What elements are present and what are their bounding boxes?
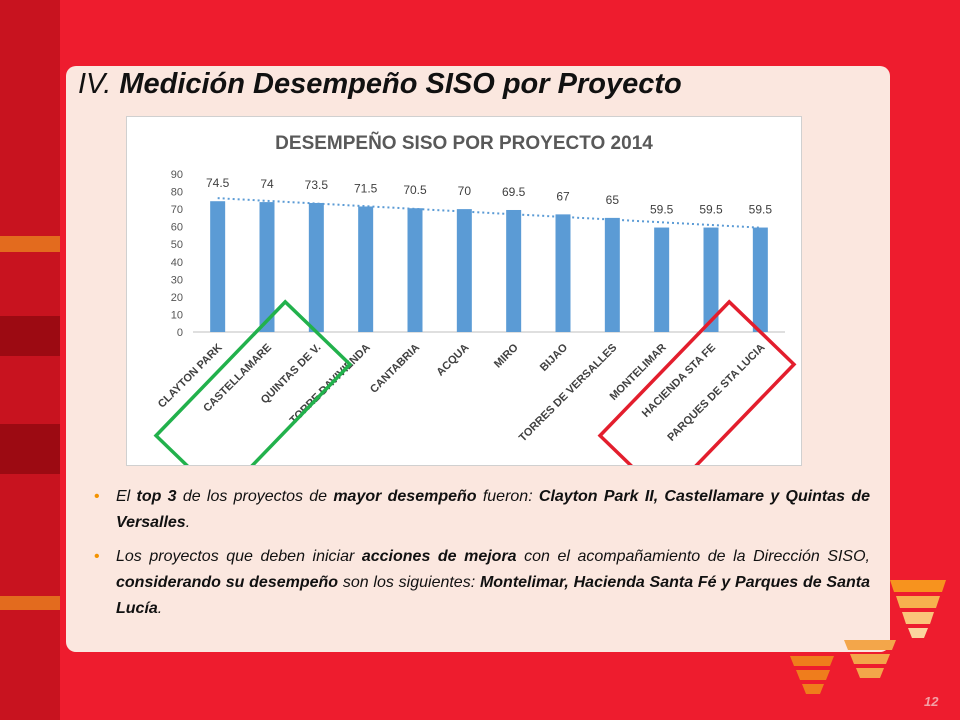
bullet-icon: • xyxy=(94,488,100,505)
bar xyxy=(752,227,768,332)
data-label: 74 xyxy=(260,177,274,191)
bullet-icon: • xyxy=(94,548,100,565)
x-tick-label: CANTABRIA xyxy=(368,342,422,396)
y-tick-label: 90 xyxy=(171,169,183,181)
data-label: 70 xyxy=(458,184,472,198)
bar xyxy=(604,217,620,332)
bar xyxy=(259,202,275,332)
y-tick-label: 60 xyxy=(171,222,183,234)
data-label: 65 xyxy=(606,193,620,207)
bar-chart: DESEMPEÑO SISO POR PROYECTO 2014 0 10 20 30 4… xyxy=(153,132,797,465)
bullet-text-run: Montelimar, Hacienda Santa Fé y Parques … xyxy=(116,574,870,617)
bullet-item-2: • Los proyectos que deben iniciar accione… xyxy=(94,544,870,622)
bar xyxy=(308,202,324,332)
x-tick-label: PARQUES DE STA LUCIA xyxy=(665,342,767,444)
chart-container: DESEMPEÑO SISO POR PROYECTO 2014 0 10 20 30 4… xyxy=(126,116,802,466)
data-label: 69.5 xyxy=(502,185,526,199)
side-block-dark xyxy=(0,316,60,356)
data-label: 59.5 xyxy=(749,203,773,217)
bullet-text-run: fueron: xyxy=(476,488,539,505)
side-block-dark xyxy=(0,424,60,474)
bar xyxy=(456,209,472,332)
data-label: 59.5 xyxy=(650,203,674,217)
y-tick-label: 50 xyxy=(171,239,183,251)
bullet-text-run: top 3 xyxy=(136,488,177,505)
bullet-text-run: . xyxy=(157,600,163,617)
x-tick-label: MIRO xyxy=(492,341,521,370)
bullet-text-run: acciones de mejora xyxy=(361,548,517,565)
bullet-text-run: son los siguientes: xyxy=(338,574,480,591)
bullet-text-run: El xyxy=(116,488,137,505)
bullet-text-run: de los proyectos de xyxy=(176,488,334,505)
title-numeral: IV. xyxy=(78,68,112,100)
page-number: 12 xyxy=(924,694,939,709)
data-label: 67 xyxy=(556,189,570,203)
bullet-text-run: Los proyectos que deben iniciar xyxy=(116,548,362,565)
bullet-text: Los proyectos que deben iniciar acciones… xyxy=(116,548,870,617)
bar xyxy=(654,227,670,332)
data-label: 73.5 xyxy=(305,178,329,192)
bar xyxy=(407,208,423,332)
title-text: Medición Desempeño SISO por Proyecto xyxy=(119,68,682,100)
x-tick-label: TORRES DE VERSALLES xyxy=(517,342,620,445)
y-tick-label: 10 xyxy=(171,309,183,321)
bullet-text-run: . xyxy=(185,514,191,531)
data-label: 59.5 xyxy=(699,203,723,217)
y-tick-label: 20 xyxy=(171,292,183,304)
y-tick-label: 70 xyxy=(171,204,183,216)
bar xyxy=(358,206,374,332)
data-label: 71.5 xyxy=(354,181,378,195)
y-tick-label: 30 xyxy=(171,274,183,286)
page-title: IV. Medición Desempeño SISO por Proyecto xyxy=(78,68,682,101)
bullet-list: • El top 3 de los proyectos de mayor dese… xyxy=(94,484,870,630)
side-block-orange xyxy=(0,236,60,252)
bar xyxy=(555,214,571,332)
bullet-text: El top 3 de los proyectos de mayor desem… xyxy=(116,488,870,531)
side-strip xyxy=(0,0,60,720)
bullet-text-run: Clayton Park II, Castellamare y Quintas … xyxy=(116,488,870,531)
y-tick-label: 0 xyxy=(177,327,183,339)
chart-title: DESEMPEÑO SISO POR PROYECTO 2014 xyxy=(275,132,653,154)
trendline xyxy=(217,197,761,229)
highlight-frame-top xyxy=(153,299,353,465)
bullet-text-run: considerando su desempeño xyxy=(116,574,339,591)
x-tick-label: ACQUA xyxy=(434,342,471,379)
y-tick-label: 40 xyxy=(171,257,183,269)
data-label: 74.5 xyxy=(206,176,230,190)
bar xyxy=(210,201,226,332)
x-tick-label: BIJAO xyxy=(538,341,571,374)
bullet-text-run: mayor desempeño xyxy=(333,488,477,505)
bar xyxy=(506,209,522,332)
bullet-text-run: con el acompañamiento de la Dirección SI… xyxy=(516,548,870,565)
highlight-frame-bottom xyxy=(597,299,797,465)
bar xyxy=(703,227,719,332)
brand-logo-icon xyxy=(790,580,946,694)
y-tick-label: 80 xyxy=(171,187,183,199)
side-block-orange xyxy=(0,596,60,610)
bullet-item-1: • El top 3 de los proyectos de mayor dese… xyxy=(94,484,870,536)
data-label: 70.5 xyxy=(403,183,427,197)
